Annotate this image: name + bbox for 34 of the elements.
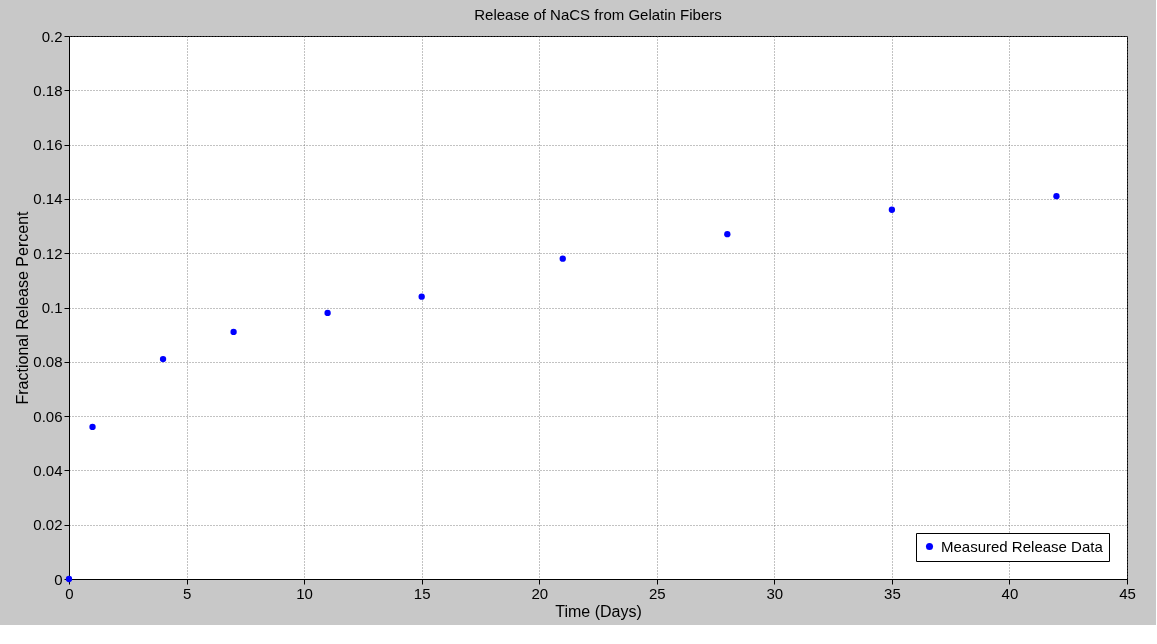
x-tick-label: 40 bbox=[1001, 584, 1019, 602]
y-tick-label: 0.2 bbox=[41, 27, 63, 45]
y-axis-title: Fractional Release Percent bbox=[14, 210, 32, 405]
point bbox=[230, 328, 237, 336]
x-tick-label: 0 bbox=[65, 584, 74, 602]
point bbox=[724, 231, 731, 238]
x-axis-title: Time (Days) bbox=[555, 602, 642, 620]
point bbox=[89, 423, 96, 431]
point bbox=[324, 309, 331, 317]
point bbox=[159, 355, 167, 363]
point bbox=[888, 206, 896, 213]
y-tick-label: 0.18 bbox=[33, 81, 63, 99]
x-tick-label: 10 bbox=[296, 584, 313, 602]
x-tick-label: 30 bbox=[766, 584, 784, 602]
y-tick-label: 0.14 bbox=[33, 190, 63, 208]
x-tick-label: 20 bbox=[531, 584, 549, 602]
point bbox=[1053, 193, 1060, 200]
y-tick-label: 0.08 bbox=[33, 353, 63, 371]
x-tick-label: 35 bbox=[884, 584, 901, 602]
y-tick-label: 0.12 bbox=[33, 244, 63, 262]
x-tick-label: 45 bbox=[1119, 584, 1136, 602]
x-tick-label: 5 bbox=[182, 584, 192, 602]
y-tick-label: 0.04 bbox=[33, 461, 63, 479]
y-tick-label: 0 bbox=[54, 570, 63, 588]
y-tick-label: 0.1 bbox=[41, 299, 63, 316]
y-tick-label: 0.16 bbox=[33, 136, 63, 154]
y-tick-label: 0.02 bbox=[33, 516, 63, 534]
x-tick-label: 25 bbox=[648, 584, 666, 602]
point bbox=[559, 255, 566, 262]
x-tick-label: 15 bbox=[413, 584, 431, 602]
y-tick-label: 0.06 bbox=[33, 407, 63, 425]
point bbox=[418, 293, 425, 300]
legend-label: Measured Release Data bbox=[941, 537, 1104, 555]
chart-title: Release of NaCS from Gelatin Fibers bbox=[474, 6, 722, 23]
